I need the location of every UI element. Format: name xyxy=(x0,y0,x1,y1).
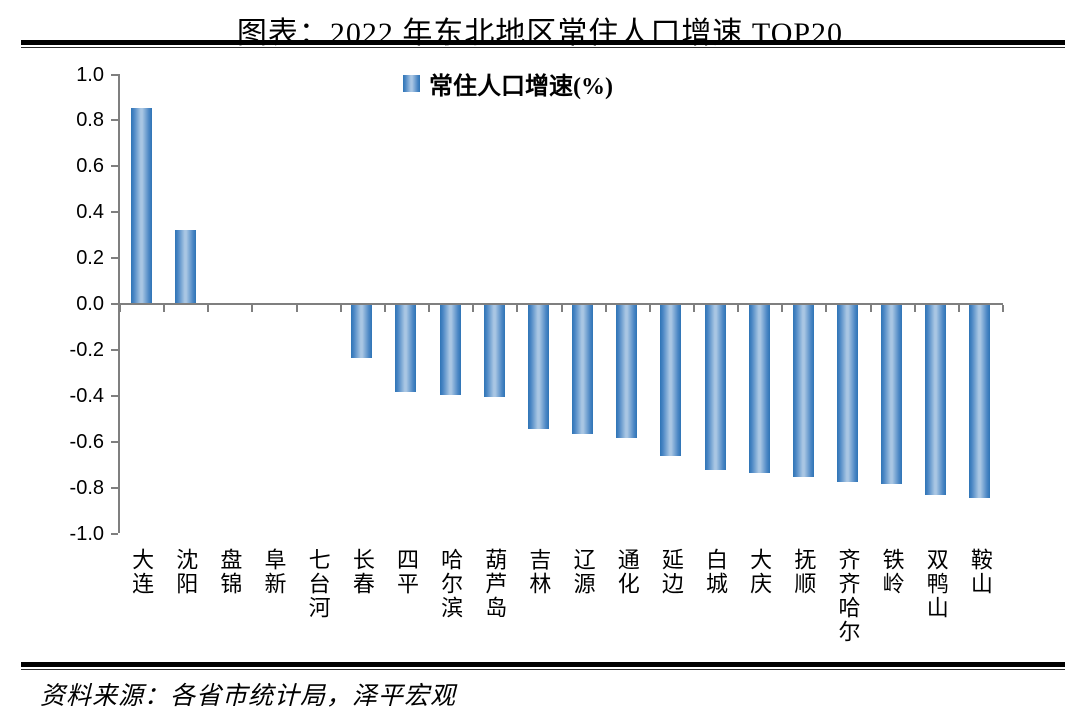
x-label-铁岭: 铁岭 xyxy=(879,548,905,596)
y-tick-label: -0.2 xyxy=(69,338,104,361)
x-axis-tick xyxy=(339,305,342,312)
bar-齐齐哈尔 xyxy=(836,305,858,482)
x-axis-tick xyxy=(648,305,651,312)
y-tick-label: 1.0 xyxy=(76,63,104,86)
y-axis-tick xyxy=(111,257,118,260)
bar-双鸭山 xyxy=(925,305,947,496)
y-tick-label: 0.8 xyxy=(76,109,104,132)
x-axis-tick xyxy=(383,305,386,312)
y-axis-tick xyxy=(111,440,118,443)
x-axis-tick xyxy=(207,305,210,312)
y-axis-tick xyxy=(111,73,118,76)
x-label-通化: 通化 xyxy=(614,548,640,596)
x-label-吉林: 吉林 xyxy=(526,548,552,596)
bar-四平 xyxy=(395,305,417,393)
bar-鞍山 xyxy=(969,305,991,498)
legend-label: 常住人口增速(%) xyxy=(429,74,613,100)
x-label-鞍山: 鞍山 xyxy=(967,548,993,596)
x-axis-zero-line xyxy=(111,303,1003,305)
bar-大庆 xyxy=(748,305,770,473)
bar-大连 xyxy=(130,107,152,303)
x-axis-tick xyxy=(428,305,431,312)
footer-divider-rule xyxy=(21,662,1065,670)
bar-沈阳 xyxy=(174,229,196,303)
legend-swatch-icon xyxy=(403,75,420,92)
y-tick-label: -0.8 xyxy=(69,476,104,499)
x-axis-tick xyxy=(560,305,563,312)
y-axis-tick xyxy=(111,211,118,214)
x-label-葫芦岛: 葫芦岛 xyxy=(482,548,508,620)
footer-divider-thin-line xyxy=(21,669,1065,670)
bar-抚顺 xyxy=(792,305,814,478)
x-label-辽源: 辽源 xyxy=(570,548,596,596)
x-label-齐齐哈尔: 齐齐哈尔 xyxy=(835,548,861,644)
y-tick-label: -0.4 xyxy=(69,384,104,407)
x-label-长春: 长春 xyxy=(349,548,375,596)
x-axis-tick xyxy=(604,305,607,312)
y-axis-tick xyxy=(111,165,118,168)
x-axis-tick xyxy=(163,305,166,312)
x-label-大庆: 大庆 xyxy=(747,548,773,596)
y-axis-tick xyxy=(111,394,118,397)
y-tick-label: 0.0 xyxy=(76,293,104,315)
title-divider-thick-line xyxy=(21,40,1065,45)
x-label-七台河: 七台河 xyxy=(305,548,331,620)
bar-白城 xyxy=(704,305,726,471)
x-axis-tick xyxy=(119,305,121,312)
x-axis-tick xyxy=(825,305,828,312)
x-axis-tick xyxy=(913,305,916,312)
bar-通化 xyxy=(616,305,638,439)
chart-legend: 常住人口增速(%) xyxy=(403,66,613,101)
x-axis-tick xyxy=(737,305,740,312)
bar-延边 xyxy=(660,305,682,457)
x-label-哈尔滨: 哈尔滨 xyxy=(438,548,464,620)
y-tick-label: 0.6 xyxy=(76,155,104,178)
y-axis-tick xyxy=(111,532,118,535)
title-divider-thin-line xyxy=(21,47,1065,48)
x-label-大连: 大连 xyxy=(129,548,155,596)
x-label-阜新: 阜新 xyxy=(261,548,287,596)
x-axis-tick xyxy=(869,305,872,312)
bar-葫芦岛 xyxy=(483,305,505,397)
bar-铁岭 xyxy=(881,305,903,484)
bar-长春 xyxy=(351,305,373,358)
bar-哈尔滨 xyxy=(439,305,461,395)
x-axis-tick xyxy=(295,305,298,312)
x-axis-tick xyxy=(251,305,254,312)
x-axis-tick xyxy=(472,305,475,312)
footer-divider-thick-line xyxy=(21,662,1065,667)
bar-辽源 xyxy=(572,305,594,434)
x-axis-tick xyxy=(516,305,519,312)
title-divider-rule xyxy=(21,40,1065,48)
y-tick-label: 0.4 xyxy=(76,201,104,224)
x-label-抚顺: 抚顺 xyxy=(791,548,817,596)
y-axis-tick xyxy=(111,119,118,122)
x-label-延边: 延边 xyxy=(658,548,684,596)
y-tick-label: -1.0 xyxy=(69,522,104,545)
y-tick-label: -0.6 xyxy=(69,430,104,453)
x-axis-tick xyxy=(1002,305,1004,312)
x-label-白城: 白城 xyxy=(703,548,729,596)
x-axis-tick xyxy=(957,305,960,312)
x-label-四平: 四平 xyxy=(393,548,419,596)
x-label-沈阳: 沈阳 xyxy=(173,548,199,596)
x-axis-tick xyxy=(781,305,784,312)
x-label-盘锦: 盘锦 xyxy=(217,548,243,596)
source-note: 资料来源：各省市统计局，泽平宏观 xyxy=(40,683,457,710)
x-axis-tick xyxy=(692,305,695,312)
y-axis-tick xyxy=(111,348,118,351)
y-tick-label: 0.2 xyxy=(76,247,104,270)
bar-吉林 xyxy=(527,305,549,429)
x-label-双鸭山: 双鸭山 xyxy=(923,548,949,620)
y-axis-tick xyxy=(111,486,118,489)
